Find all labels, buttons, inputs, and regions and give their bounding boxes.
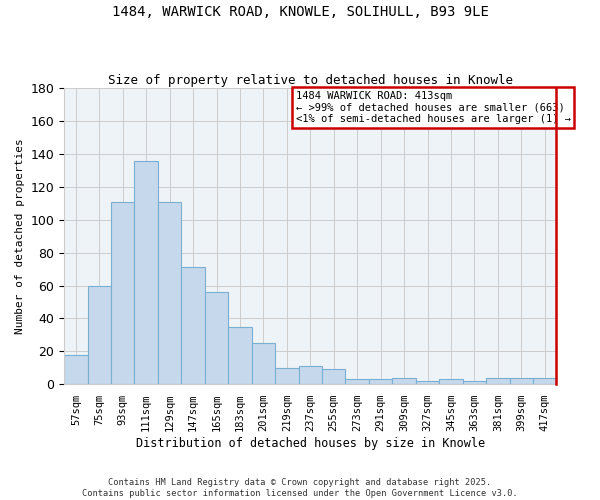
Bar <box>322 370 346 384</box>
Bar <box>111 202 134 384</box>
Bar <box>299 366 322 384</box>
Bar <box>88 286 111 384</box>
Bar <box>463 381 486 384</box>
Bar <box>64 354 88 384</box>
Y-axis label: Number of detached properties: Number of detached properties <box>15 138 25 334</box>
Bar <box>392 378 416 384</box>
Bar <box>134 160 158 384</box>
Text: 1484 WARWICK ROAD: 413sqm
← >99% of detached houses are smaller (663)
<1% of sem: 1484 WARWICK ROAD: 413sqm ← >99% of deta… <box>296 91 571 124</box>
Title: Size of property relative to detached houses in Knowle: Size of property relative to detached ho… <box>108 74 513 87</box>
Text: Contains HM Land Registry data © Crown copyright and database right 2025.
Contai: Contains HM Land Registry data © Crown c… <box>82 478 518 498</box>
Text: 1484, WARWICK ROAD, KNOWLE, SOLIHULL, B93 9LE: 1484, WARWICK ROAD, KNOWLE, SOLIHULL, B9… <box>112 5 488 19</box>
Bar <box>228 326 251 384</box>
Bar <box>205 292 228 384</box>
Bar <box>369 380 392 384</box>
Bar <box>509 378 533 384</box>
X-axis label: Distribution of detached houses by size in Knowle: Distribution of detached houses by size … <box>136 437 485 450</box>
Bar <box>181 268 205 384</box>
Bar <box>251 343 275 384</box>
Bar <box>439 380 463 384</box>
Bar <box>533 378 556 384</box>
Bar <box>486 378 509 384</box>
Bar <box>275 368 299 384</box>
Bar <box>346 380 369 384</box>
Bar <box>158 202 181 384</box>
Bar <box>416 381 439 384</box>
